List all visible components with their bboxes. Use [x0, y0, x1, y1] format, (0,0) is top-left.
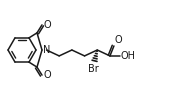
Text: OH: OH [121, 51, 136, 61]
Text: Br: Br [88, 64, 99, 74]
Text: N: N [43, 45, 50, 55]
Text: O: O [115, 35, 123, 45]
Text: O: O [43, 70, 51, 80]
Text: O: O [43, 20, 51, 30]
